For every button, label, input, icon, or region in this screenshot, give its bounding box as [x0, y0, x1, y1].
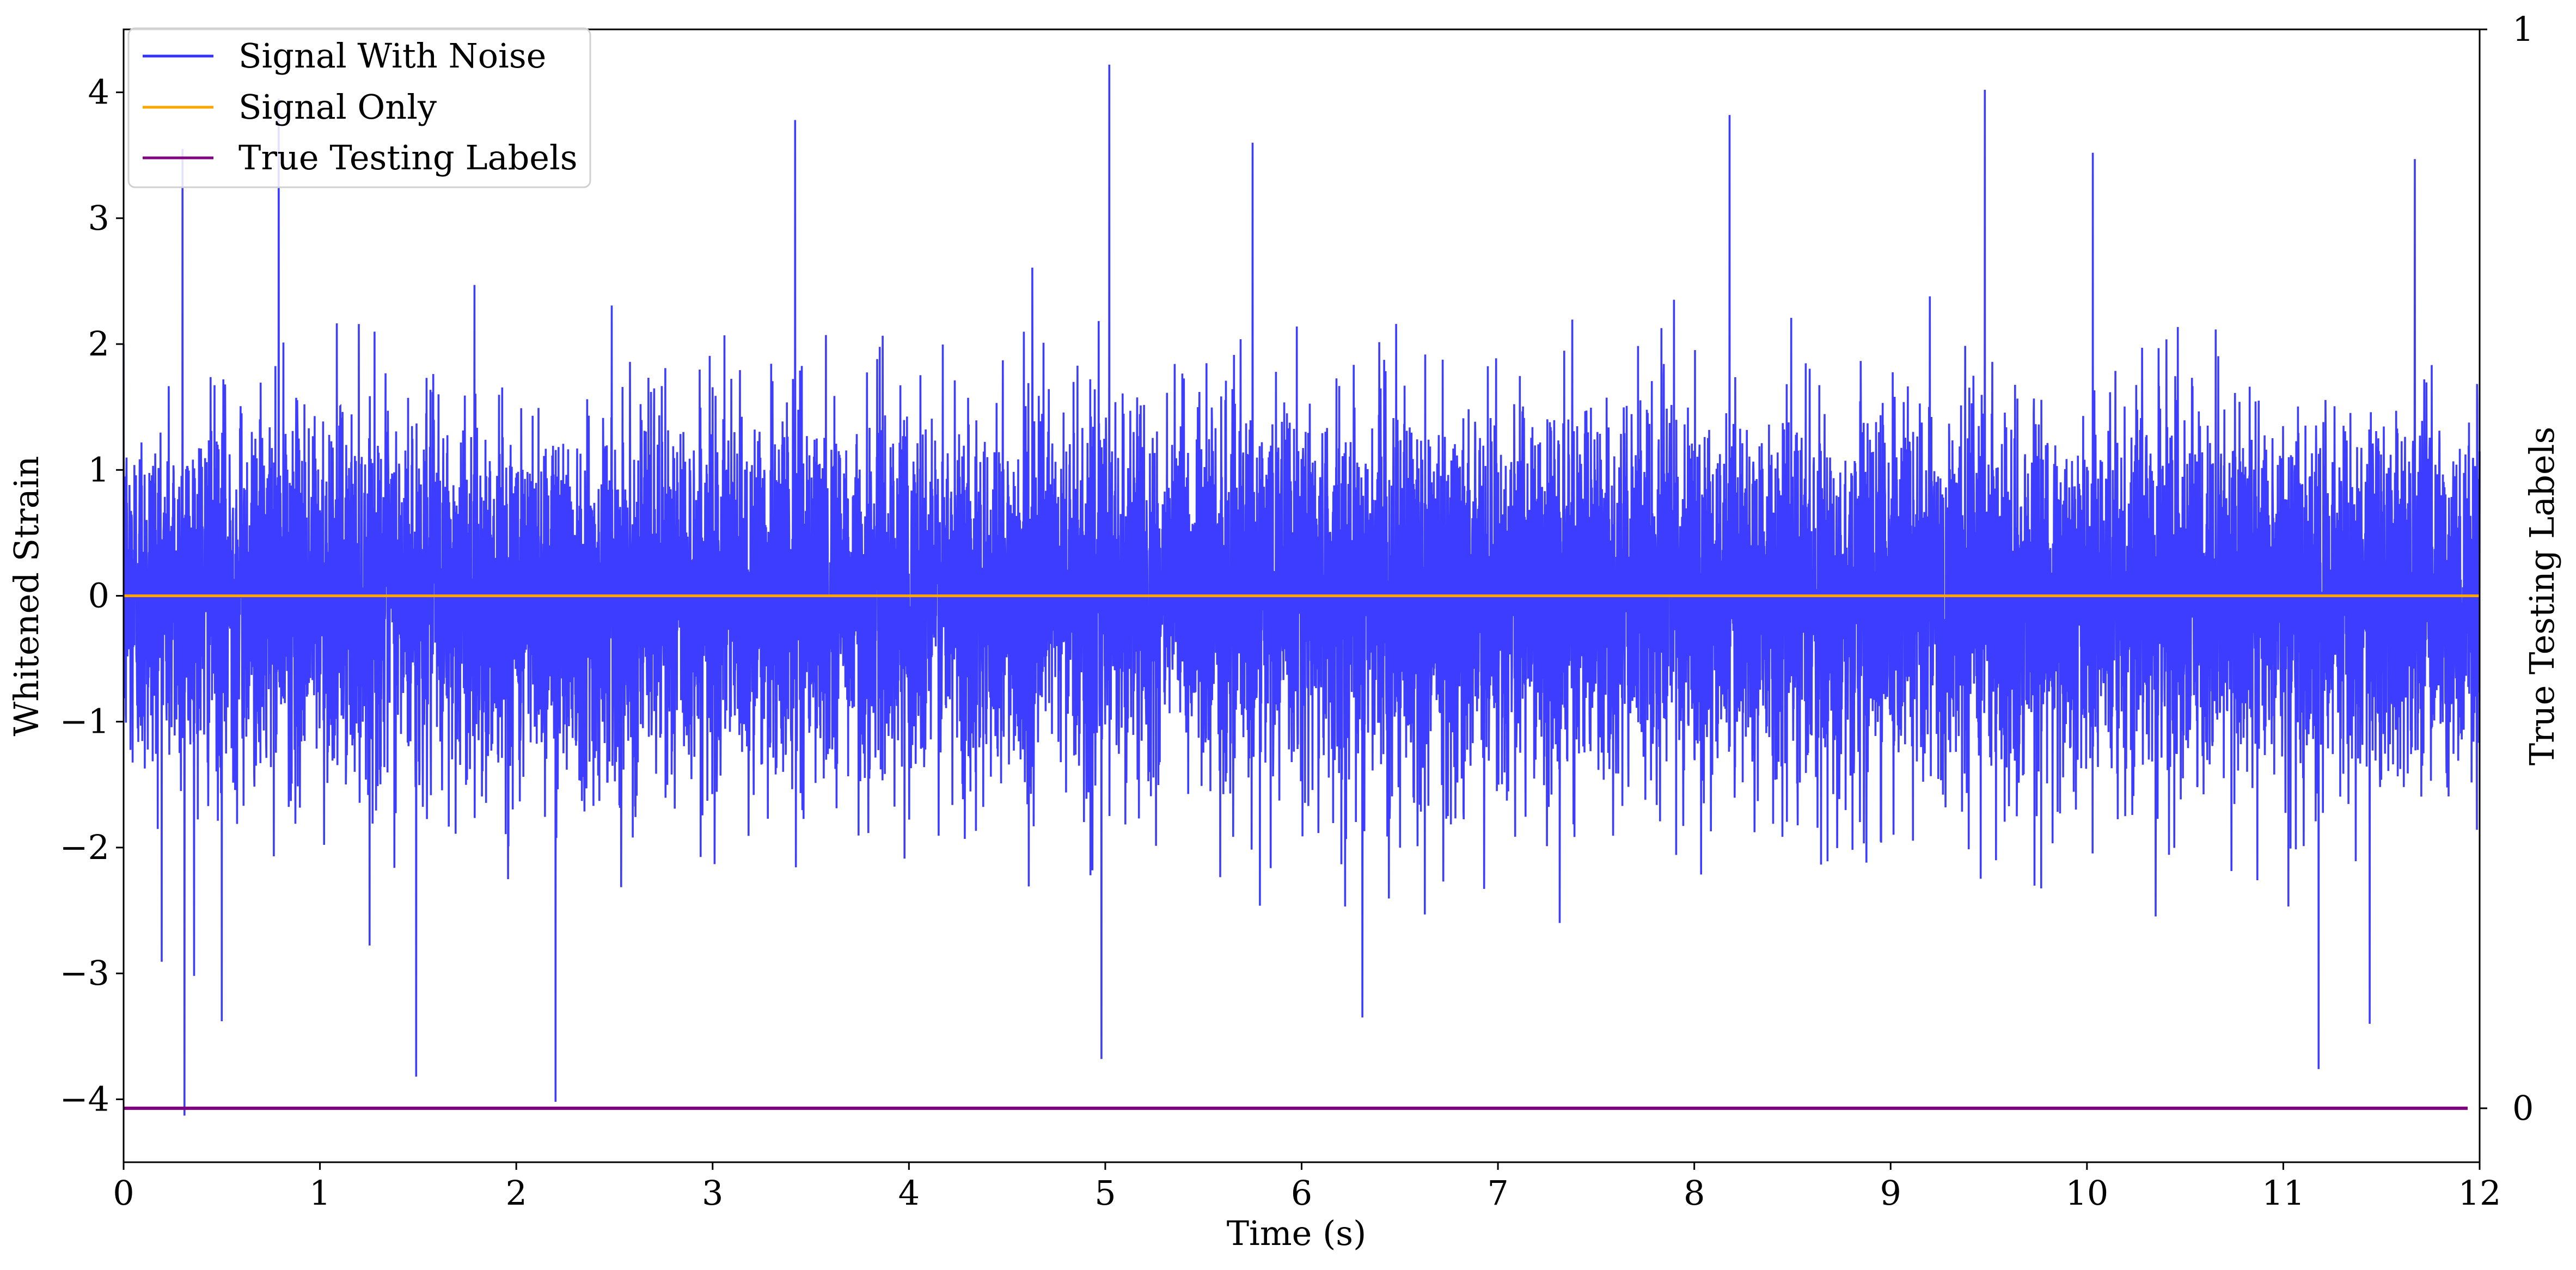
x-tick-label: 9: [1880, 1173, 1901, 1213]
x-tick-label: 5: [1094, 1173, 1116, 1213]
x-tick-label: 10: [2065, 1173, 2108, 1213]
y-tick-label: 1: [88, 450, 109, 489]
y-tick-label: 0: [88, 576, 109, 616]
y2-axis-label: True Testing Labels: [2522, 427, 2562, 766]
y2-tick-label: 1: [2512, 9, 2534, 49]
x-tick-label: 12: [2458, 1173, 2501, 1213]
x-tick-label: 11: [2262, 1173, 2305, 1213]
series-signal-with-noise: [123, 64, 2481, 1116]
y-axis-label-group: Whitened Strain: [7, 456, 46, 737]
y2-tick-label: 0: [2512, 1088, 2534, 1128]
x-tick-label: 2: [505, 1173, 527, 1213]
y-tick-label: −2: [60, 827, 109, 867]
y-tick-label: 3: [88, 198, 109, 238]
legend-label-signal-only: Signal Only: [238, 87, 437, 127]
legend-frame: [127, 27, 591, 188]
plot-area: [123, 64, 2481, 1116]
x-tick-label: 1: [309, 1173, 331, 1213]
x-tick-label: 8: [1684, 1173, 1705, 1213]
y-tick-label: 2: [88, 324, 109, 364]
x-tick-label: 7: [1487, 1173, 1508, 1213]
y-axis-label: Whitened Strain: [7, 456, 46, 737]
x-axis-label: Time (s): [1227, 1213, 1367, 1253]
y-tick-label: −1: [60, 702, 109, 741]
legend-label-signal-with-noise: Signal With Noise: [238, 36, 546, 76]
legend: Signal With Noise Signal Only True Testi…: [127, 27, 591, 188]
x-tick-label: 0: [113, 1173, 134, 1213]
legend-label-true-testing-labels: True Testing Labels: [238, 138, 578, 177]
x-axis-label-group: Time (s): [1227, 1213, 1367, 1253]
y2-axis-label-group: True Testing Labels: [2522, 427, 2562, 766]
y-tick-label: −3: [60, 953, 109, 993]
x-tick-label: 4: [898, 1173, 920, 1213]
x-tick-label: 6: [1291, 1173, 1312, 1213]
y-tick-label: 4: [88, 72, 109, 112]
x-tick-label: 3: [702, 1173, 723, 1213]
y-tick-label: −4: [60, 1079, 109, 1119]
